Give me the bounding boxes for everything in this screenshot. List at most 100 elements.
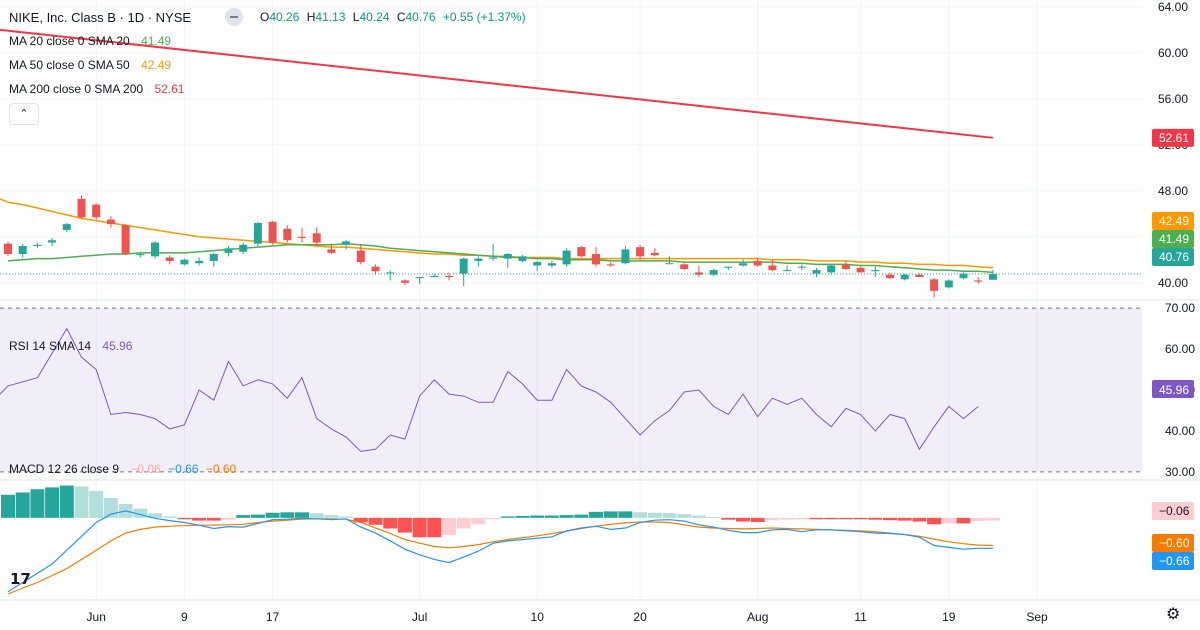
candle-body [489, 257, 498, 259]
macd-hist-bar [750, 517, 765, 522]
time-axis-label: 11 [854, 610, 867, 624]
candle-body [224, 248, 233, 253]
candle-body [283, 228, 292, 241]
macd-hist-bar [956, 517, 971, 524]
macd-line-value: −0.66 [168, 462, 199, 476]
macd-hist-bar [133, 508, 148, 518]
high-value: 41.13 [315, 10, 346, 24]
macd-hist-bar [589, 511, 603, 518]
rsi-legend[interactable]: RSI 14 SMA 14 45.96 [9, 339, 136, 353]
macd-hist-bar [765, 517, 780, 521]
time-axis-label: Aug [747, 610, 768, 624]
macd-hist-bar [941, 517, 956, 524]
candle-body [445, 275, 453, 278]
ma50-label: MA 50 close 0 SMA 50 [9, 58, 130, 72]
symbol-title[interactable]: NIKE, Inc. Class B · 1D · NYSE [9, 10, 192, 25]
candle-body [312, 233, 321, 243]
macd-hist-bar [74, 486, 89, 518]
ma50-value: 42.49 [141, 58, 172, 72]
macd-hist-bar [985, 517, 1000, 521]
macd-hist-bar [706, 516, 721, 518]
price-axis-label: 60.00 [1158, 46, 1188, 60]
macd-hist-bar [236, 515, 251, 518]
macd-signal-badge: −0.60 [1159, 536, 1190, 550]
macd-hist-bar [206, 517, 221, 521]
ma200-label: MA 200 close 0 SMA 200 [9, 82, 144, 96]
macd-hist-bar [633, 512, 648, 518]
candle-body [77, 198, 86, 218]
rsi-axis-label: 60.00 [1165, 342, 1195, 356]
candle-body [33, 244, 42, 246]
ma20-label: MA 20 close 0 SMA 20 [9, 34, 130, 48]
candle-body [812, 270, 821, 274]
settings-gear-icon[interactable]: ⚙ [1166, 604, 1181, 623]
rsi-line [0, 327, 979, 452]
ma50-legend[interactable]: MA 50 close 0 SMA 50 42.49 [9, 58, 175, 72]
close-label: C [396, 10, 406, 24]
macd-hist-bar [15, 492, 30, 518]
candle-body [268, 221, 277, 243]
candle-body [636, 247, 645, 257]
macd-label: MACD 12 26 close 9 [9, 462, 120, 476]
candle-body [930, 279, 939, 291]
low-label: L [352, 10, 360, 24]
macd-hist-bar [383, 517, 398, 529]
ma50-line [0, 198, 993, 269]
candle-body [165, 257, 174, 261]
macd-signal-badge-bg [1152, 534, 1194, 552]
candle-body [915, 274, 924, 278]
macd-value-badge: −0.66 [1159, 554, 1190, 568]
candle-body [944, 280, 953, 288]
candle-body [151, 242, 159, 257]
time-axis-label: 19 [942, 610, 956, 624]
macd-hist-bar [265, 512, 280, 518]
hide-legend-icon[interactable] [225, 8, 243, 26]
candle-body [4, 243, 12, 255]
macd-hist-badge: −0.06 [1159, 504, 1190, 518]
candle-body [739, 263, 747, 266]
macd-legend[interactable]: MACD 12 26 close 9 −0.06 −0.66 −0.60 [9, 462, 240, 476]
macd-hist-bar [736, 517, 750, 522]
candle-body [121, 225, 130, 255]
macd-hist-badge-bg [1152, 502, 1194, 520]
macd-hist-bar [486, 517, 501, 520]
macd-hist-bar [45, 487, 60, 518]
macd-hist-bar [162, 516, 177, 518]
candle-body [959, 273, 968, 279]
time-axis-label: 10 [531, 610, 545, 624]
candle-body [547, 263, 556, 266]
change-value: +0.55 (+1.37%) [442, 10, 526, 24]
macd-hist-bar [897, 517, 912, 521]
rsi-band-fill [0, 308, 1142, 472]
macd-hist-bar [603, 511, 618, 518]
ma20-legend[interactable]: MA 20 close 0 SMA 20 41.49 [9, 34, 175, 48]
candle-body [783, 270, 792, 272]
ma50-price-badge: 42.49 [1159, 214, 1189, 228]
macd-hist-bar [412, 517, 427, 538]
candle-body [459, 258, 468, 274]
ma200-legend[interactable]: MA 200 close 0 SMA 200 52.61 [9, 82, 188, 96]
last-price-badge: 40.76 [1159, 250, 1189, 264]
macd-hist-bar [30, 489, 45, 518]
tradingview-logo-icon[interactable]: 17 [10, 570, 31, 588]
candle-body [503, 254, 512, 259]
candle-body [180, 259, 189, 265]
candle-body [18, 245, 27, 255]
chevron-up-icon[interactable]: ⌃ [9, 103, 39, 125]
ma20-price-badge-bg [1152, 230, 1194, 248]
macd-hist-bar [177, 517, 192, 520]
candle-body [827, 265, 836, 273]
macd-hist-bar [647, 512, 662, 518]
rsi-axis-label: 40.00 [1165, 424, 1195, 438]
macd-hist-bar [809, 517, 824, 520]
time-axis-label: 20 [633, 610, 647, 624]
candle-body [92, 204, 101, 218]
macd-hist-bar [868, 517, 883, 520]
candle-body [209, 254, 218, 261]
ma20-value: 41.49 [141, 34, 172, 48]
macd-signal-line [7, 518, 993, 595]
price-axis-label: 40.00 [1158, 276, 1188, 290]
macd-hist-bar [515, 516, 530, 518]
macd-hist-bar [250, 514, 265, 518]
